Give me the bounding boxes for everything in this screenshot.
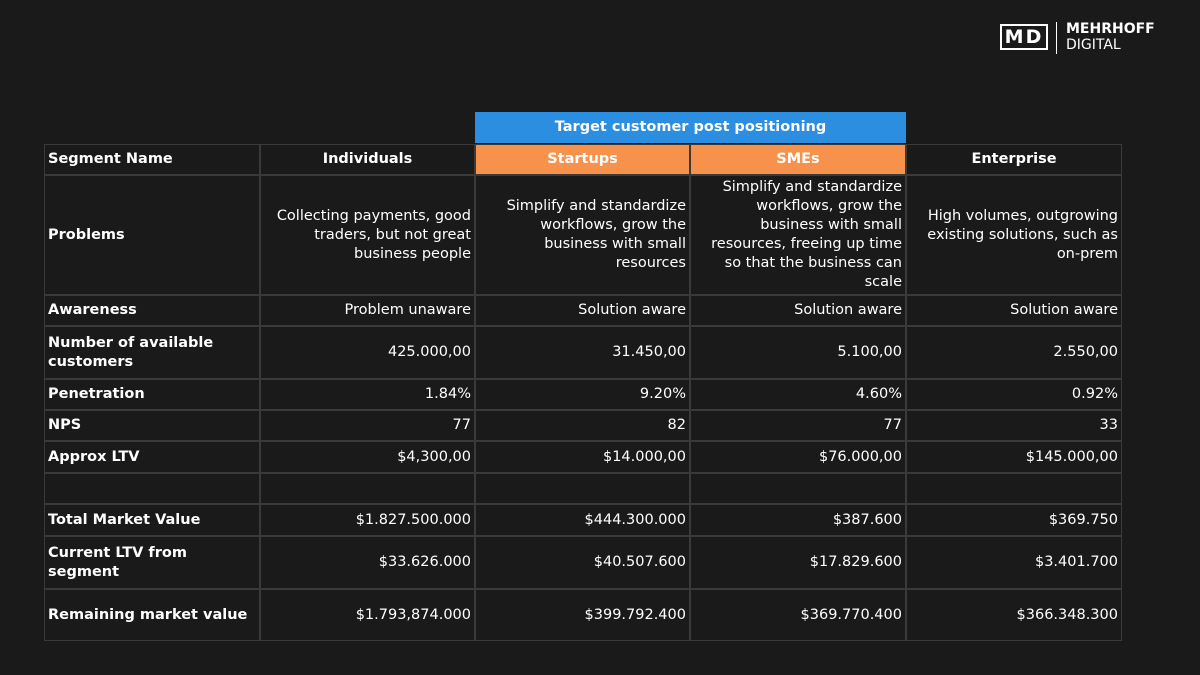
cell-value: $366.348.300 <box>906 589 1122 641</box>
cell-value: $444.300.000 <box>475 504 690 536</box>
logo-name: DIGITAL <box>1066 37 1121 53</box>
cell-value: High volumes, outgrowing existing soluti… <box>906 175 1122 295</box>
column-header: Segment Name <box>44 144 260 175</box>
row-label: Problems <box>44 175 260 295</box>
cell-value: $1.793,874.000 <box>260 589 475 641</box>
row-label: Awareness <box>44 295 260 326</box>
cell-value: $3.401.700 <box>906 536 1122 589</box>
column-header: Enterprise <box>906 144 1122 175</box>
logo: MD MEHRHOFF DIGITAL <box>1000 21 1160 54</box>
logo-divider <box>1056 22 1057 54</box>
cell-value: Solution aware <box>475 295 690 326</box>
row-label: Approx LTV <box>44 441 260 473</box>
cell-value: 31.450,00 <box>475 326 690 379</box>
cell-value: $145.000,00 <box>906 441 1122 473</box>
cell-value: $1.827.500.000 <box>260 504 475 536</box>
cell-value: $40.507.600 <box>475 536 690 589</box>
cell-value: Solution aware <box>690 295 906 326</box>
cell-value: Collecting payments, good traders, but n… <box>260 175 475 295</box>
empty-cell <box>690 473 906 504</box>
cell-value: 4.60% <box>690 379 906 410</box>
column-header: Startups <box>475 144 690 175</box>
cell-value: 5.100,00 <box>690 326 906 379</box>
cell-value: 77 <box>690 410 906 441</box>
cell-value: 33 <box>906 410 1122 441</box>
cell-value: $399.792.400 <box>475 589 690 641</box>
cell-value: Simplify and standardize workflows, grow… <box>475 175 690 295</box>
cell-value: Simplify and standardize workflows, grow… <box>690 175 906 295</box>
cell-value: 2.550,00 <box>906 326 1122 379</box>
cell-value: $33.626.000 <box>260 536 475 589</box>
cell-value: $17.829.600 <box>690 536 906 589</box>
cell-value: $14.000,00 <box>475 441 690 473</box>
cell-value: $4,300,00 <box>260 441 475 473</box>
empty-cell <box>906 473 1122 504</box>
row-label: Total Market Value <box>44 504 260 536</box>
cell-value: 1.84% <box>260 379 475 410</box>
cell-value: 77 <box>260 410 475 441</box>
row-label: Remaining market value <box>44 589 260 641</box>
cell-value: $387.600 <box>690 504 906 536</box>
cell-value: $76.000,00 <box>690 441 906 473</box>
banner: Target customer post positioning <box>475 112 906 143</box>
logo-mark: MD <box>1000 24 1048 50</box>
cell-value: 9.20% <box>475 379 690 410</box>
cell-value: $369.750 <box>906 504 1122 536</box>
empty-cell <box>44 473 260 504</box>
cell-value: 0.92% <box>906 379 1122 410</box>
row-label: Current LTV from segment <box>44 536 260 589</box>
empty-cell <box>260 473 475 504</box>
empty-cell <box>475 473 690 504</box>
cell-value: Problem unaware <box>260 295 475 326</box>
row-label: Penetration <box>44 379 260 410</box>
row-label: NPS <box>44 410 260 441</box>
column-header: Individuals <box>260 144 475 175</box>
cell-value: 82 <box>475 410 690 441</box>
logo-name: MEHRHOFF <box>1066 21 1155 37</box>
cell-value: 425.000,00 <box>260 326 475 379</box>
cell-value: $369.770.400 <box>690 589 906 641</box>
column-header: SMEs <box>690 144 906 175</box>
cell-value: Solution aware <box>906 295 1122 326</box>
row-label: Number of available customers <box>44 326 260 379</box>
